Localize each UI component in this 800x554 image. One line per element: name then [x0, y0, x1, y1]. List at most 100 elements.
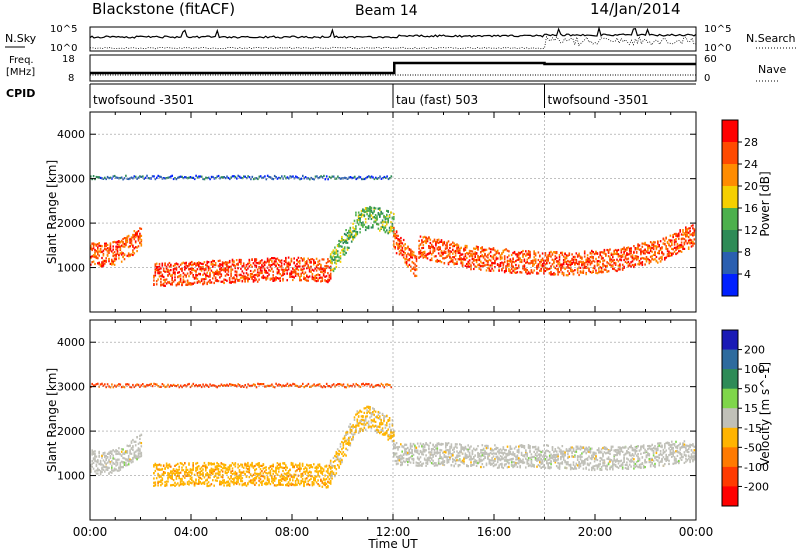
power-cell [456, 250, 458, 253]
power-cell [460, 260, 462, 263]
velocity-cell [349, 444, 352, 447]
velocity-cell [212, 470, 214, 473]
power-cell [271, 268, 273, 271]
power-cell [241, 280, 244, 283]
power-cell [668, 243, 670, 246]
power-cell [290, 175, 293, 178]
velocity-cell [329, 482, 332, 485]
velocity-cell [189, 475, 192, 478]
power-cell [203, 272, 206, 275]
velocity-cell [234, 481, 237, 485]
velocity-cell [355, 424, 357, 427]
power-cell [155, 268, 158, 272]
power-cell [339, 251, 342, 254]
velocity-cell [137, 442, 140, 445]
velocity-cell [109, 456, 112, 459]
power-cell [444, 251, 447, 254]
power-cell [119, 241, 122, 244]
power-cell [532, 260, 534, 263]
velocity-cell [266, 482, 269, 485]
velocity-cell [258, 462, 260, 465]
velocity-cell [349, 431, 352, 434]
power-cell [309, 178, 311, 181]
power-cell [576, 271, 579, 274]
velocity-cell [327, 471, 329, 474]
power-cell [263, 261, 266, 264]
power-cell [301, 265, 304, 268]
power-cell [325, 275, 328, 278]
power-cell [640, 248, 642, 251]
velocity-cell [301, 464, 304, 467]
velocity-cell [248, 471, 251, 474]
velocity-cell [286, 482, 288, 486]
power-cell [132, 249, 134, 252]
power-cell [367, 214, 370, 217]
power-cell [602, 259, 604, 262]
power-cell [301, 269, 304, 272]
power-cell [108, 260, 110, 263]
power-cell [673, 243, 676, 246]
velocity-cell [271, 477, 273, 480]
power-cell [157, 269, 159, 272]
power-cell [634, 263, 637, 266]
power-cell [196, 281, 199, 284]
power-cell [429, 247, 432, 250]
power-cell [112, 245, 114, 248]
velocity-cell [95, 472, 98, 475]
velocity-cell [372, 424, 374, 427]
velocity-cell [102, 464, 105, 467]
velocity-cell [261, 480, 263, 483]
power-cell [252, 280, 255, 283]
power-cell [540, 260, 542, 263]
power-cell [130, 176, 133, 179]
velocity-cell [376, 415, 378, 418]
power-cell [170, 283, 172, 286]
velocity-cell [342, 446, 345, 449]
power-cell [517, 264, 520, 267]
velocity-cell [343, 453, 346, 456]
velocity-cell [209, 462, 211, 465]
velocity-cell [265, 468, 267, 472]
velocity-cell [329, 479, 332, 482]
power-cell [158, 272, 161, 275]
power-cell [380, 221, 382, 224]
power-cell [654, 244, 656, 248]
power-cell [181, 282, 183, 285]
power-cell [407, 252, 409, 255]
velocity-cell [362, 418, 364, 421]
velocity-cell [356, 420, 359, 423]
power-cell [182, 272, 185, 275]
power-cell [626, 247, 628, 250]
velocity-cell [228, 478, 231, 481]
power-cell [104, 247, 106, 251]
velocity-cell [104, 465, 106, 468]
power-cell [372, 176, 374, 179]
power-cell [238, 175, 241, 178]
power-cell [289, 262, 291, 265]
power-cell [450, 243, 453, 246]
velocity-cell [315, 481, 318, 484]
power-cell [327, 178, 329, 181]
power-cell [491, 264, 493, 267]
power-cell [574, 258, 576, 261]
power-cell [404, 258, 406, 261]
power-cell [390, 221, 392, 224]
power-cell [384, 221, 387, 224]
power-cell [626, 252, 628, 255]
velocity-cell [306, 463, 308, 466]
power-cell [487, 260, 489, 263]
power-cell [372, 226, 374, 229]
velocity-cell [199, 473, 201, 476]
velocity-cell [184, 476, 186, 479]
power-cell [185, 261, 187, 264]
velocity-cell [230, 464, 232, 467]
velocity-cell [116, 450, 119, 453]
power-cell [522, 255, 524, 258]
velocity-cell [345, 447, 347, 450]
velocity-cell [154, 469, 157, 473]
power-cell [683, 243, 686, 246]
velocity-cell [287, 481, 290, 484]
power-cell [101, 262, 103, 265]
velocity-cell [101, 470, 103, 474]
